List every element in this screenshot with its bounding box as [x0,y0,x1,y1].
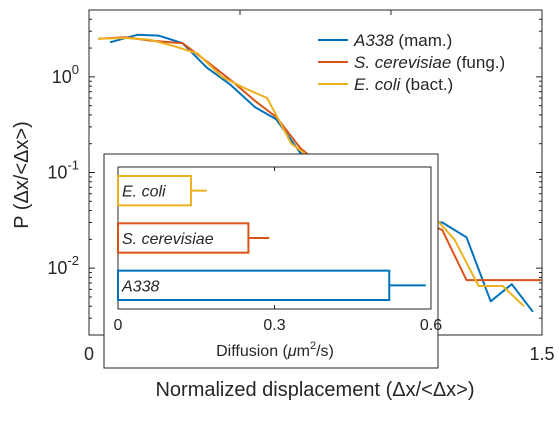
x-tick-label: 1.5 [529,344,554,364]
inset-x-ticks: 0 0.3 0.6 [114,167,442,334]
inset-background [103,153,439,369]
legend: A338 (mam.) S. cerevisiae (fung.) E. coli … [318,31,505,94]
inset-bars-group: E. coli S. cerevisiae A338 [117,174,426,302]
legend-label-1: S. cerevisiae (fung.) [354,53,505,72]
inset-x-tick-label: 0.3 [263,317,285,334]
x-tick-label: 0 [84,344,94,364]
bar [117,174,193,207]
inset-x-tick-label: 0 [114,317,123,334]
main-y-axis-label: P (Δx/<Δx>) [11,121,33,229]
inset-x-tick-label: 0.6 [420,317,442,334]
y-tick-label: 100 [52,62,79,87]
inset-bar-chart: E. coli S. cerevisiae A338 0 0.3 0.6 Diffusi… [103,153,442,369]
legend-label-2: E. coli (bact.) [354,75,453,94]
y-tick-label: 10-2 [47,253,79,278]
bar-label: A338 [121,278,159,295]
inset-x-axis-label: Diffusion (μm2/s) [216,340,334,360]
legend-label-0: A338 (mam.) [353,31,452,50]
bar-label: S. cerevisiae [122,231,214,248]
bar-label: E. coli [122,184,166,201]
y-tick-label: 10-1 [47,158,79,183]
main-x-axis-label: Normalized displacement (Δx/<Δx>) [155,379,474,401]
